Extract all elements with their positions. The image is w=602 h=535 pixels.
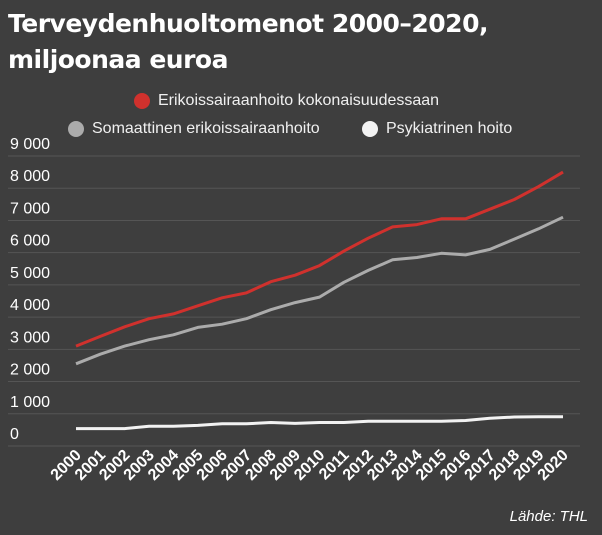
y-tick-label: 9 000 [10, 136, 50, 153]
y-tick-label: 4 000 [10, 297, 50, 314]
legend-marker-psykiatrinen [362, 121, 378, 137]
y-tick-label: 1 000 [10, 394, 50, 411]
y-tick-label: 8 000 [10, 168, 50, 185]
y-tick-label: 7 000 [10, 200, 50, 217]
y-tick-label: 3 000 [10, 329, 50, 346]
x-axis-ticks: 2000200120022003200420052006200720082009… [48, 447, 572, 484]
legend-marker-erikoissairaanhoito [134, 93, 150, 109]
legend-item-erikoissairaanhoito: Erikoissairaanhoito kokonaisuudessaan [134, 92, 439, 110]
y-tick-label: 2 000 [10, 362, 50, 379]
y-tick-label: 5 000 [10, 265, 50, 282]
gridlines [8, 155, 580, 447]
legend-label-erikoissairaanhoito: Erikoissairaanhoito kokonaisuudessaan [158, 92, 440, 109]
series-lines [75, 170, 564, 431]
legend-item-psykiatrinen: Psykiatrinen hoito [362, 120, 512, 138]
legend-label-psykiatrinen: Psykiatrinen hoito [386, 120, 513, 137]
source-note: Lähde: THL [509, 508, 588, 525]
series-line-0 [75, 170, 564, 348]
legend-item-somaattinen: Somaattinen erikoissairaanhoito [68, 120, 320, 138]
y-axis-ticks: 0 1 000 2 000 3 000 4 000 5 000 6 000 7 000 8 00… [10, 136, 50, 443]
chart-title: Terveydenhuoltomenot 2000–2020, miljoonaa… [8, 9, 488, 74]
series-line-1 [75, 215, 564, 366]
y-tick-label: 0 [10, 426, 19, 443]
legend-label-somaattinen: Somaattinen erikoissairaanhoito [92, 120, 320, 137]
y-tick-label: 6 000 [10, 233, 50, 250]
series-line-2 [76, 415, 563, 431]
legend-marker-somaattinen [68, 121, 84, 137]
